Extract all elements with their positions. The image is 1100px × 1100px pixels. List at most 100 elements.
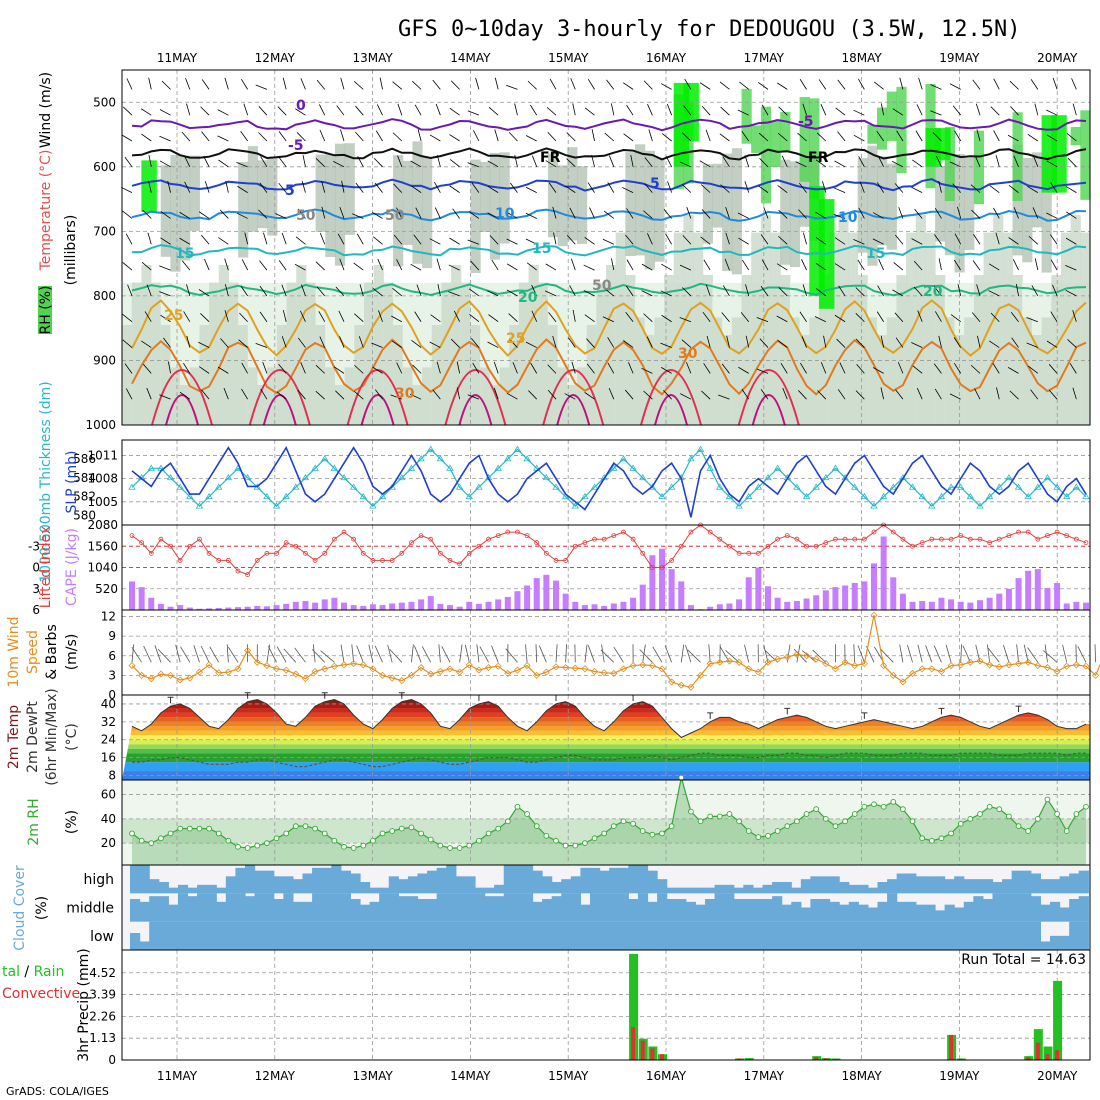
wind-barb xyxy=(586,363,595,374)
cloud-high-cell xyxy=(197,884,208,894)
wind-barb xyxy=(432,79,441,90)
li-point xyxy=(447,558,453,563)
wind-barb xyxy=(122,262,133,271)
wind10-barb xyxy=(1094,644,1097,663)
wind10-axis-label-1: 10m Wind xyxy=(6,616,22,687)
wind-barb xyxy=(141,340,152,348)
wind-barb xyxy=(429,238,441,245)
cape-bar xyxy=(514,591,521,610)
isotherm-label: 50 xyxy=(296,208,316,224)
rh2m-point xyxy=(1073,811,1080,817)
wind-barb xyxy=(587,182,595,193)
rh-shade-dark xyxy=(799,156,810,227)
cape-bar xyxy=(437,603,444,610)
rh2m-point xyxy=(803,811,810,817)
wind-barb xyxy=(429,341,441,348)
cloud-middle-cell xyxy=(800,907,812,922)
wind10-point xyxy=(725,657,734,665)
rh-shade-mid xyxy=(509,325,520,425)
wind10-barb xyxy=(945,644,952,663)
wind-barb xyxy=(911,186,923,193)
wind-barb xyxy=(624,389,634,400)
wind-barb xyxy=(525,341,537,348)
temp-bands xyxy=(122,699,1090,780)
thickness-point xyxy=(1053,483,1061,490)
rh2m-point xyxy=(938,835,945,842)
wind10-barb xyxy=(525,644,528,663)
cape-bar xyxy=(553,580,559,610)
isotherm-label: -5 xyxy=(798,114,814,130)
isotherm-label: 20 xyxy=(923,284,943,300)
wind-barb xyxy=(606,79,615,90)
wind-barb xyxy=(200,234,210,245)
wind-barb xyxy=(822,181,827,193)
rh2m-point xyxy=(610,823,617,829)
wind-barb xyxy=(934,388,942,400)
wind-barb xyxy=(646,336,653,348)
wind-barb xyxy=(260,156,268,168)
wind10-point xyxy=(639,661,647,669)
thickness-point xyxy=(1005,474,1013,481)
wind-barb xyxy=(375,130,383,142)
rh-shade-dark xyxy=(576,166,588,244)
wind-barb xyxy=(525,238,537,245)
li-point xyxy=(804,543,809,549)
wind10-barb xyxy=(154,645,162,663)
rh2m-point xyxy=(360,842,367,849)
wind-barb xyxy=(241,362,248,374)
wind10-barb xyxy=(708,644,711,663)
rh-shade-mid xyxy=(286,282,297,425)
li-point xyxy=(861,536,867,542)
cloud-high-cell xyxy=(657,879,668,894)
wind-barb xyxy=(699,160,711,168)
wind-barb xyxy=(316,79,326,90)
cloud-low-cell xyxy=(398,921,409,950)
wind-barb xyxy=(487,212,499,219)
li-point xyxy=(457,561,463,567)
temp-axis-label-2: 2m DewPt xyxy=(25,701,41,773)
wind10-barb xyxy=(685,645,692,663)
wind-barb xyxy=(609,155,615,167)
wind-barb xyxy=(263,232,268,245)
wind10-barb xyxy=(411,644,414,663)
wind-barb xyxy=(641,263,653,271)
rh-shade-mid xyxy=(460,282,471,425)
rh-shade-mid xyxy=(1080,232,1091,425)
wind10-barb xyxy=(175,644,181,663)
wind-barb xyxy=(744,181,750,193)
isotherm-35-arc xyxy=(248,369,311,426)
li-point xyxy=(765,543,771,549)
wind-barb xyxy=(217,366,229,374)
wind-barb xyxy=(837,389,846,400)
rh-shade-dark xyxy=(857,158,868,253)
wind10-barb xyxy=(960,644,962,663)
thickness-point xyxy=(205,492,213,500)
rh-shade-mid xyxy=(209,282,220,425)
wind-barb xyxy=(679,264,692,271)
wind10-point xyxy=(1082,662,1090,670)
wind-barb xyxy=(142,209,152,219)
cloud-high-cell xyxy=(513,865,524,894)
rh-shade-mid xyxy=(712,317,723,425)
cloud-low-cell xyxy=(589,921,601,950)
wind-barb xyxy=(219,209,229,219)
wind-barb xyxy=(183,311,191,322)
li-point xyxy=(1064,533,1070,539)
wind-barb xyxy=(353,81,364,90)
wind10-barb xyxy=(276,646,287,663)
cape-bar xyxy=(977,600,983,610)
cloud-low-cell xyxy=(973,921,984,950)
rh-shade-mid xyxy=(547,325,559,425)
rh-shade-dark xyxy=(877,156,888,246)
wind-barb xyxy=(372,288,383,297)
wind-barb xyxy=(353,390,364,400)
cloud-middle-cell xyxy=(532,901,543,922)
wind-barb xyxy=(760,234,769,245)
rh-shade-mid xyxy=(344,367,355,425)
temp-band xyxy=(122,721,1090,727)
wind-barb xyxy=(547,364,557,374)
wind10-point xyxy=(272,665,281,673)
isotherm-35-arc xyxy=(737,369,800,426)
li-point xyxy=(592,536,597,542)
wind-barb xyxy=(760,389,769,400)
